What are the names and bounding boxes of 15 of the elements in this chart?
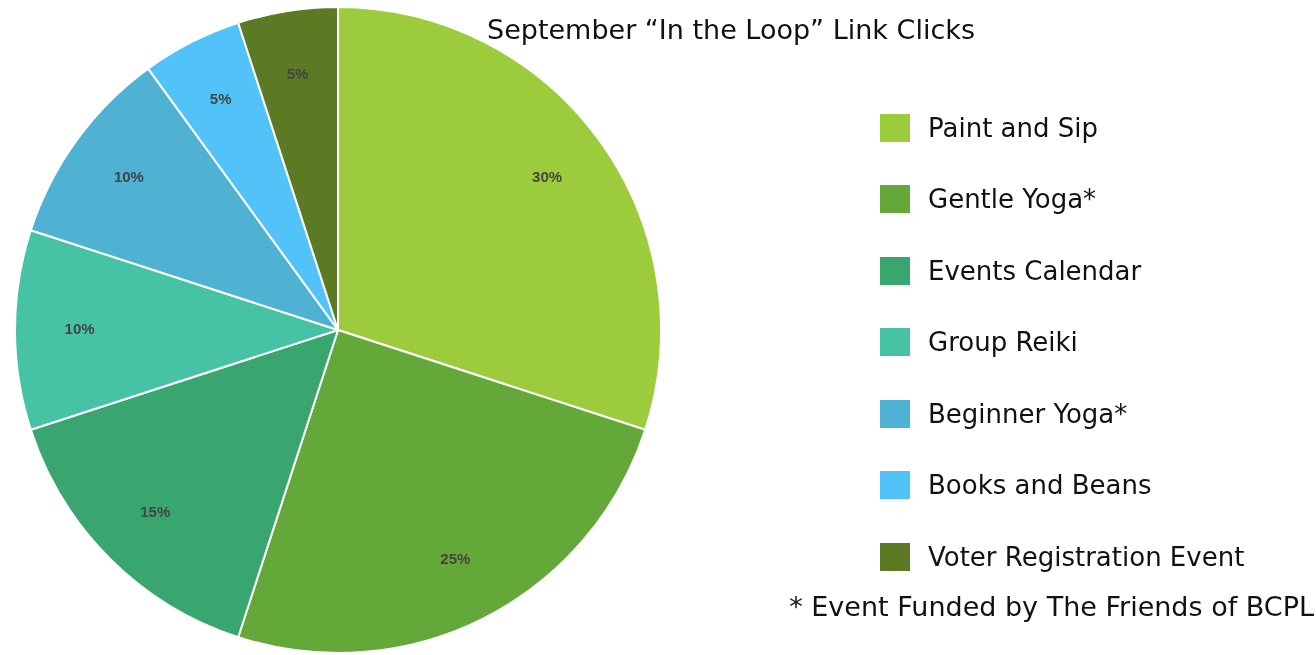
data-label: 10%: [64, 320, 95, 338]
legend-label: Beginner Yoga*: [928, 398, 1128, 429]
data-label: 15%: [140, 502, 171, 520]
chart-title: September “In the Loop” Link Clicks: [487, 14, 975, 45]
data-label: 10%: [113, 168, 144, 186]
legend-label: Voter Registration Event: [928, 541, 1245, 572]
legend-label: Paint and Sip: [928, 112, 1099, 143]
data-label: 30%: [532, 168, 563, 186]
data-label: 25%: [440, 550, 471, 568]
legend-label: Gentle Yoga*: [928, 184, 1097, 215]
text: * Event Funded by The Friends of BCPL: [789, 591, 1314, 622]
legend-label: Group Reiki: [928, 327, 1078, 358]
legend-label: Books and Beans: [928, 470, 1152, 501]
legend-label: Events Calendar: [928, 255, 1142, 286]
data-label: 5%: [209, 89, 232, 107]
